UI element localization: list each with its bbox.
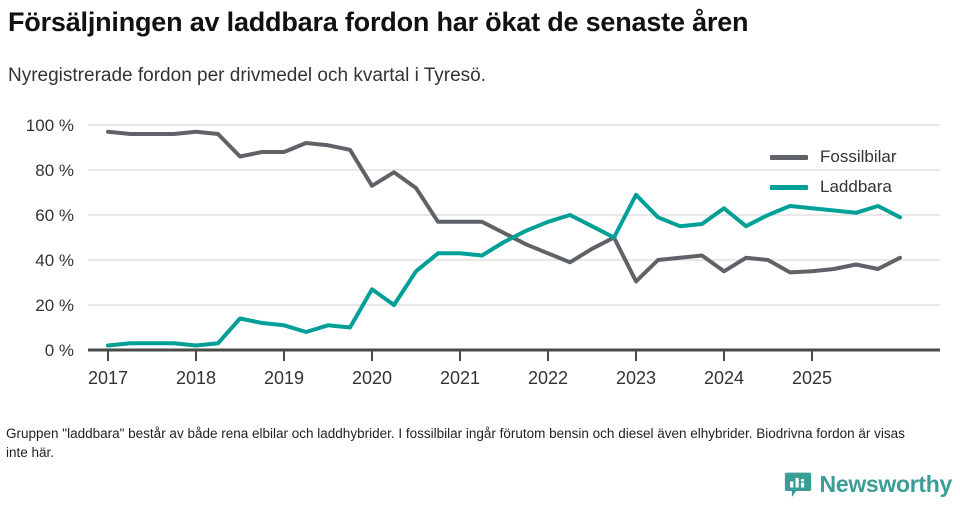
legend-swatch-laddbara [770, 184, 808, 190]
x-tick-label: 2018 [176, 368, 216, 388]
legend-label-fossilbilar: Fossilbilar [820, 147, 897, 166]
x-axis-tick-labels: 2017 2018 2019 2020 2021 2022 2023 2024 2025 [88, 368, 832, 388]
x-axis-ticks [107, 350, 813, 361]
series-line-fossilbilar [106, 129, 902, 284]
bar-chart-bubble-icon [784, 472, 811, 498]
y-tick-label: 80 % [35, 161, 74, 180]
legend-item-laddbara[interactable]: Laddbara [770, 172, 950, 202]
legend-label-laddbara: Laddbara [820, 177, 892, 196]
legend-item-fossilbilar[interactable]: Fossilbilar [770, 142, 950, 172]
legend-swatch-fossilbilar [770, 154, 808, 160]
y-tick-label: 60 % [35, 206, 74, 225]
y-axis-tick-labels: 0 % 20 % 40 % 60 % 80 % 100 % [26, 116, 74, 360]
page-title: Försäljningen av laddbara fordon har öka… [8, 7, 749, 37]
x-tick-label: 2021 [440, 368, 480, 388]
chart-legend: Fossilbilar Laddbara [770, 142, 950, 202]
x-tick-label: 2020 [352, 368, 392, 388]
series-lines [106, 129, 902, 348]
brand-name: Newsworthy [819, 470, 953, 497]
chart-footnote: Gruppen "laddbara" består av både rena e… [6, 426, 905, 460]
x-tick-label: 2017 [88, 368, 128, 388]
series-line-laddbara [106, 192, 902, 348]
gridlines [88, 124, 940, 306]
x-tick-label: 2022 [528, 368, 568, 388]
line-chart: 0 % 20 % 40 % 60 % 80 % 100 % 2017 2018 2019 202… [26, 116, 940, 388]
y-tick-label: 20 % [35, 296, 74, 315]
newsworthy-brand[interactable]: Newsworthy [784, 468, 952, 500]
y-tick-label: 0 % [45, 341, 74, 360]
y-tick-label: 100 % [26, 116, 74, 135]
x-tick-label: 2025 [792, 368, 832, 388]
page-subtitle: Nyregistrerade fordon per drivmedel och … [8, 65, 487, 86]
x-tick-label: 2024 [704, 368, 744, 388]
chart-area: 0 % 20 % 40 % 60 % 80 % 100 % 2017 2018 2019 202… [0, 106, 960, 402]
x-tick-label: 2019 [264, 368, 304, 388]
x-tick-label: 2023 [616, 368, 656, 388]
y-tick-label: 40 % [35, 251, 74, 270]
